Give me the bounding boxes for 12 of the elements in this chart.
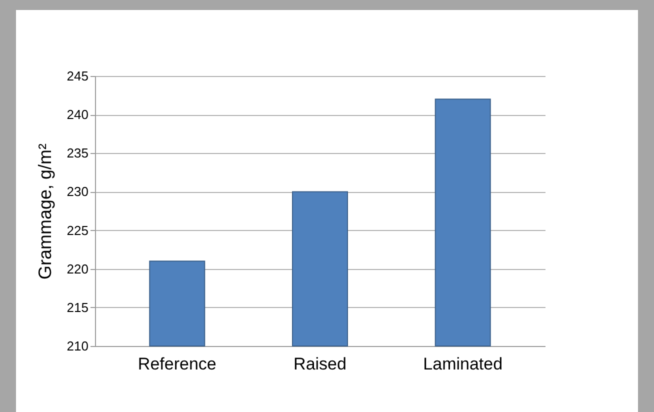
y-tick-label: 225 <box>66 222 88 238</box>
y-tick-label: 210 <box>66 338 88 354</box>
y-tick-label: 220 <box>66 261 88 276</box>
x-tick-label: Laminated <box>423 354 503 374</box>
x-tick-label: Reference <box>138 354 216 374</box>
y-tick-label: 230 <box>66 184 88 200</box>
y-tick-label: 215 <box>66 300 88 315</box>
x-tick-label: Raised <box>294 354 346 374</box>
y-tick-label: 240 <box>66 107 88 122</box>
y-tick-label: 245 <box>66 68 88 84</box>
y-axis-title: Grammage, g/m² <box>34 143 55 280</box>
y-tick-label: 235 <box>66 146 88 161</box>
